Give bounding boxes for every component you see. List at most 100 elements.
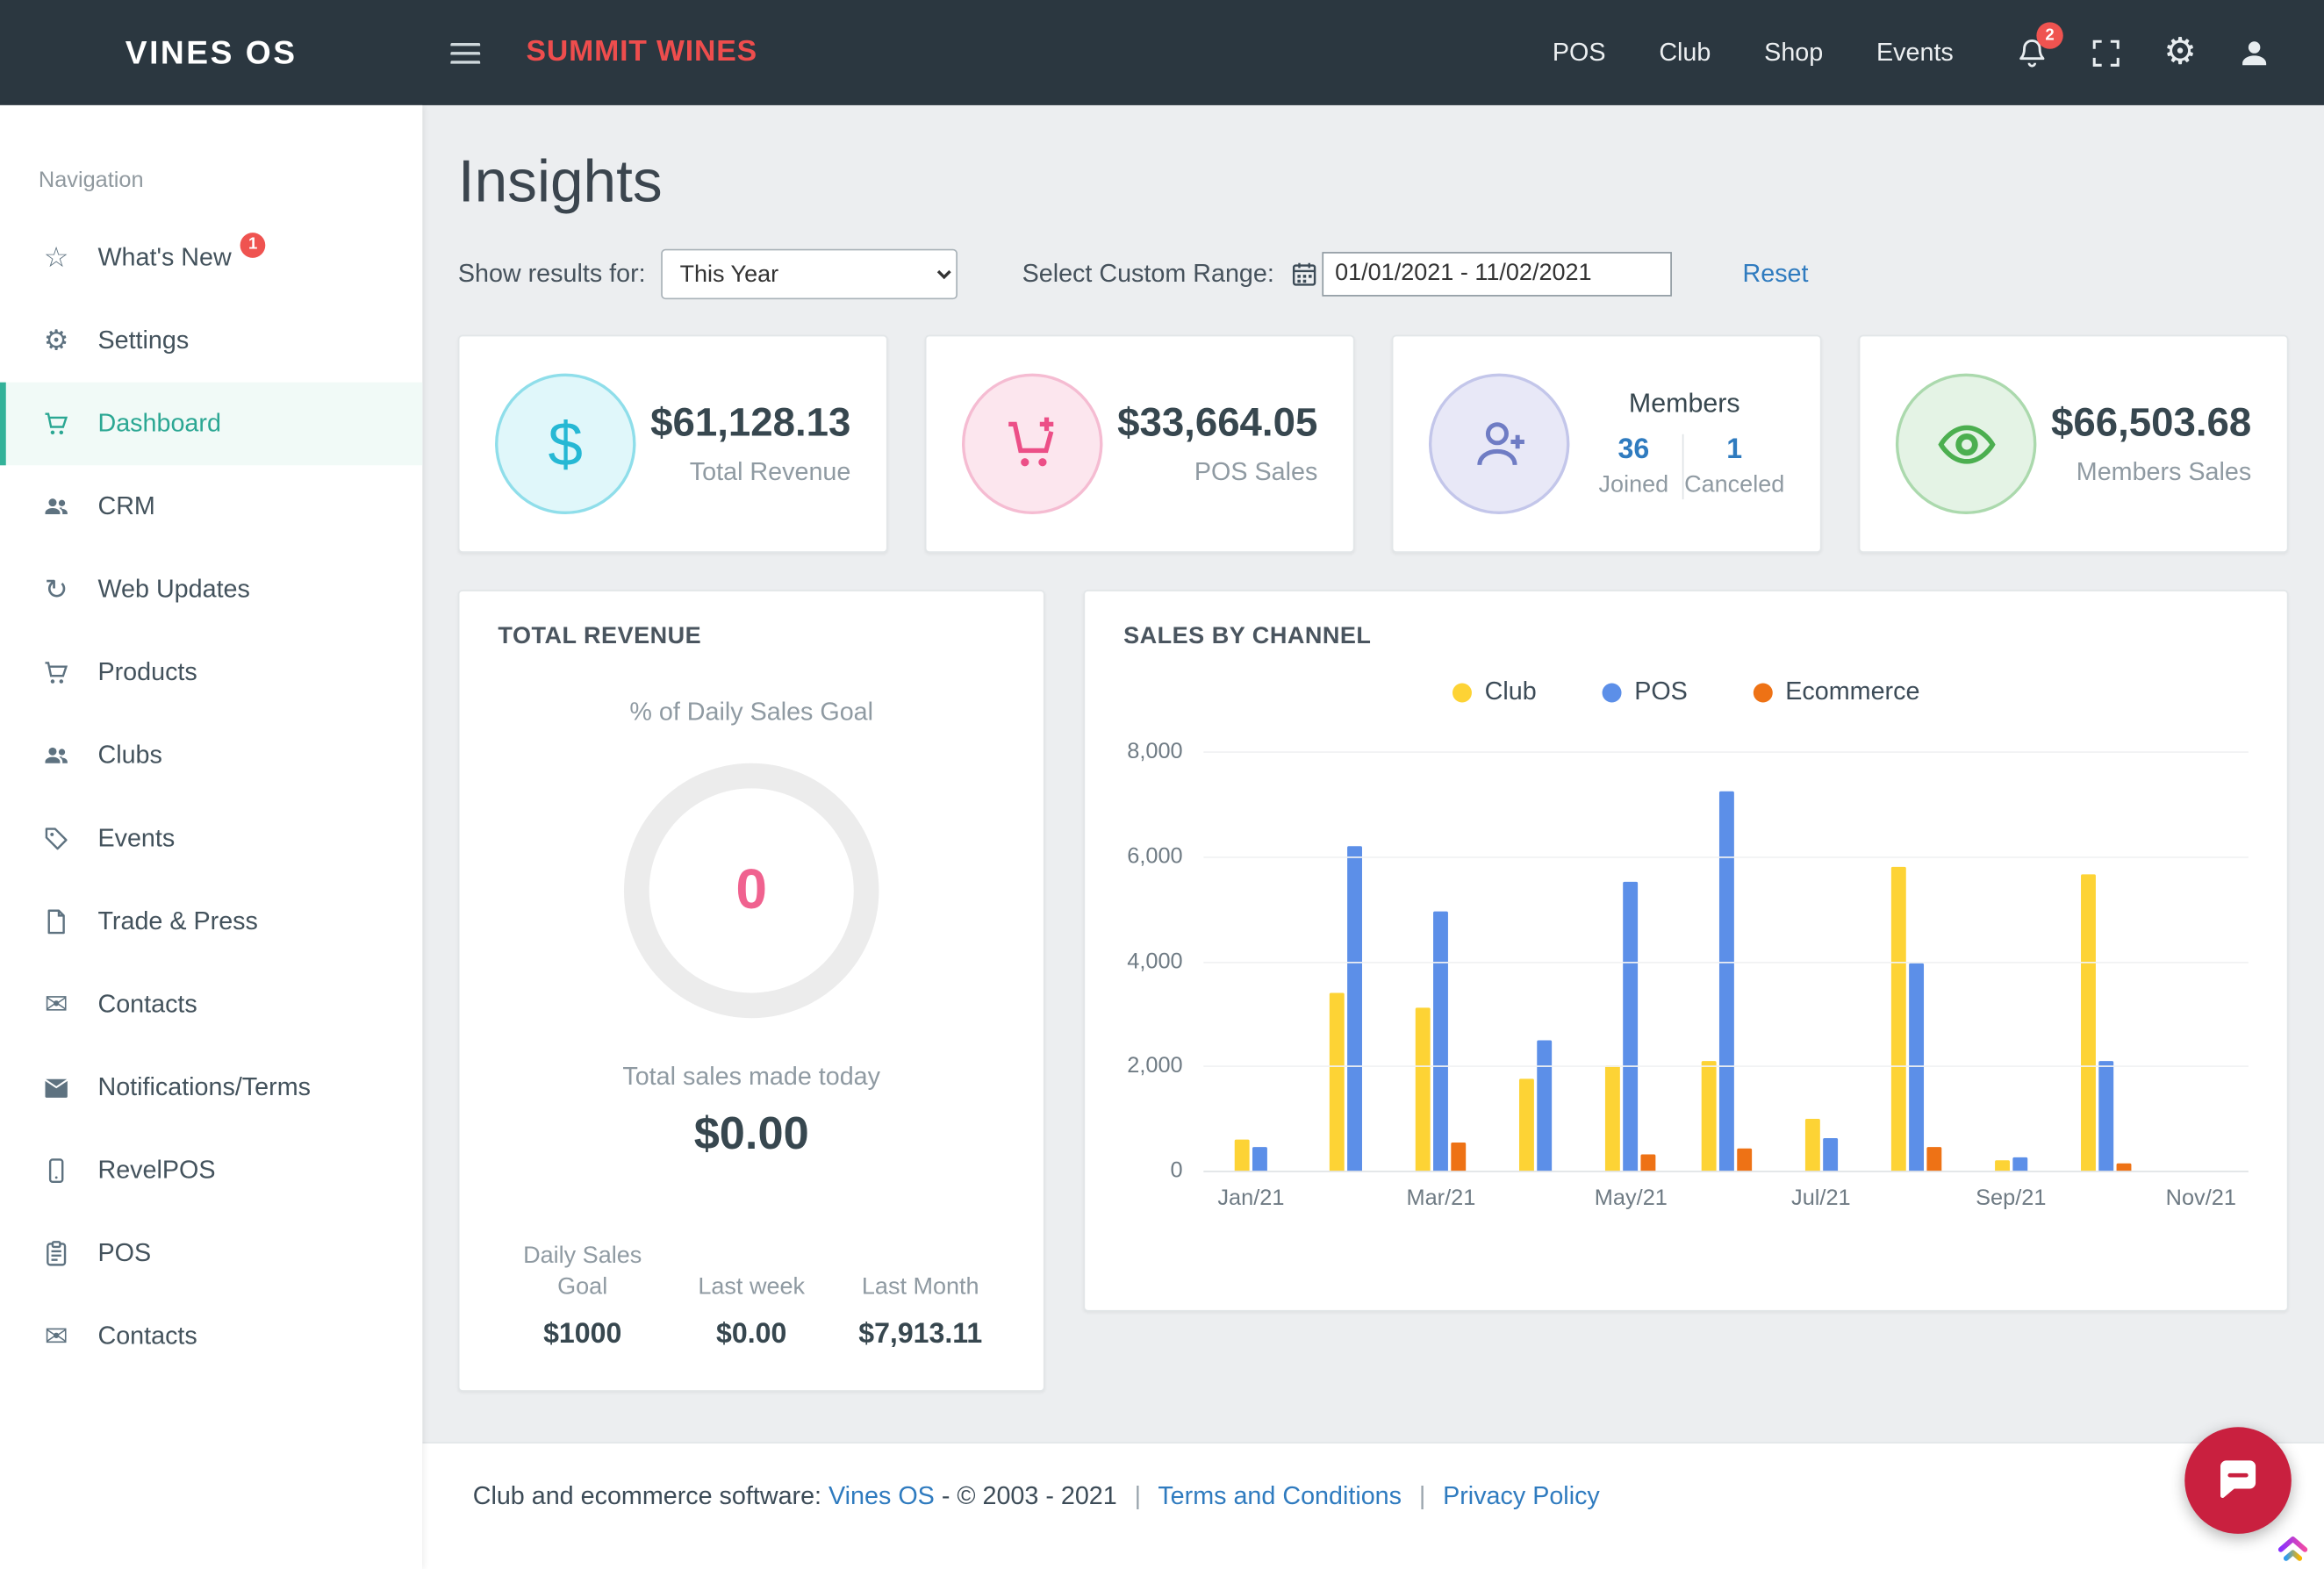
stat-value: $33,664.05 [1117, 399, 1318, 445]
sidebar-item-settings[interactable]: ⚙ Settings [0, 299, 422, 383]
tag-icon [39, 822, 75, 855]
bar-pos-jun-21[interactable] [1718, 791, 1734, 1171]
sidebar-item-dashboard[interactable]: Dashboard [0, 382, 423, 466]
file-icon [39, 906, 75, 938]
bar-club-jul-21[interactable] [1804, 1118, 1820, 1171]
daily-goal-donut: 0 [623, 763, 879, 1019]
star-icon: ☆ [43, 242, 69, 274]
gear-icon: ⚙ [43, 325, 69, 357]
topnav-link-shop[interactable]: Shop [1764, 38, 1824, 67]
topnav-link-pos[interactable]: POS [1552, 38, 1606, 67]
user-menu-button[interactable] [2223, 21, 2285, 83]
bar-pos-apr-21[interactable] [1537, 1039, 1553, 1171]
people-icon [39, 740, 75, 772]
y-tick-label: 0 [1170, 1157, 1183, 1184]
cart-plus-icon [962, 373, 1103, 515]
user-icon [2242, 40, 2267, 65]
period-select[interactable]: This Year [660, 248, 958, 300]
bar-ecommerce-may-21[interactable] [1641, 1155, 1657, 1171]
reset-link[interactable]: Reset [1742, 259, 1809, 288]
sidebar-item-label: RevelPOS [97, 1156, 216, 1185]
gridline [1203, 1065, 2249, 1068]
legend-dot [1602, 682, 1621, 702]
sidebar-item-revelpos[interactable]: RevelPOS [0, 1129, 422, 1213]
legend-pos[interactable]: POS [1602, 677, 1688, 707]
x-tick-label [1299, 1186, 1394, 1211]
x-tick-label: May/21 [1594, 1186, 1668, 1211]
bar-pos-jul-21[interactable] [1822, 1138, 1838, 1171]
settings-button[interactable]: ⚙ [2149, 21, 2212, 83]
page-title: Insights [457, 149, 663, 215]
calendar-icon[interactable] [1289, 260, 1319, 290]
bar-ecommerce-aug-21[interactable] [1926, 1147, 1941, 1171]
sidebar-item-products[interactable]: Products [0, 631, 422, 714]
custom-range-input[interactable] [1321, 252, 1672, 297]
stat-label: Members Sales [2076, 457, 2252, 486]
fullscreen-button[interactable] [2075, 21, 2137, 83]
filter-row: Show results for: This Year Select Custo… [457, 248, 2289, 300]
hamburger-icon [450, 42, 481, 46]
sidebar-item-events[interactable]: Events [0, 798, 422, 881]
sidebar-item-label: Contacts [97, 990, 197, 1019]
bar-pos-oct-21[interactable] [2098, 1060, 2114, 1171]
legend-club[interactable]: Club [1452, 677, 1537, 707]
bar-ecommerce-oct-21[interactable] [2116, 1163, 2132, 1171]
sidebar-item-contacts[interactable]: ✉ Contacts [0, 1295, 422, 1379]
bar-club-apr-21[interactable] [1519, 1078, 1535, 1171]
donut-value: 0 [735, 858, 768, 921]
bar-club-sep-21[interactable] [1994, 1160, 2010, 1171]
bar-ecommerce-mar-21[interactable] [1451, 1142, 1467, 1171]
bar-club-mar-21[interactable] [1416, 1007, 1431, 1171]
chat-button[interactable] [2184, 1427, 2292, 1534]
legend-ecommerce[interactable]: Ecommerce [1753, 677, 1919, 707]
sidebar-item-what-s-new[interactable]: ☆ What's New 1 [0, 217, 422, 300]
sidebar-item-label: Clubs [97, 741, 162, 770]
bar-group-mar-21 [1394, 751, 1488, 1171]
bar-group-oct-21 [2058, 751, 2153, 1171]
stats-row: $ $61,128.13 Total Revenue $33,664.05 POS Sa… [457, 334, 2289, 553]
sidebar-item-crm[interactable]: CRM [0, 465, 422, 548]
sidebar-item-trade-press[interactable]: Trade & Press [0, 880, 422, 964]
bar-pos-sep-21[interactable] [2012, 1157, 2027, 1171]
sidebar-item-web-updates[interactable]: ↻ Web Updates [0, 548, 422, 632]
bar-pos-feb-21[interactable] [1347, 845, 1363, 1171]
y-tick-label: 2,000 [1127, 1053, 1183, 1079]
bar-club-jan-21[interactable] [1234, 1139, 1250, 1171]
sidebar-item-label: Settings [97, 326, 190, 355]
stat-value: $61,128.13 [650, 399, 851, 445]
topnav-link-events[interactable]: Events [1876, 38, 1954, 67]
notifications-button[interactable]: 2 [2001, 21, 2063, 83]
bar-club-oct-21[interactable] [2080, 874, 2096, 1171]
menu-toggle-button[interactable] [434, 27, 497, 77]
sidebar-item-clubs[interactable]: Clubs [0, 714, 422, 798]
app-logo: VINES OS [125, 32, 298, 71]
bar-pos-may-21[interactable] [1623, 882, 1639, 1171]
sidebar-item-label: Events [97, 823, 176, 853]
bar-club-may-21[interactable] [1605, 1065, 1621, 1171]
bar-pos-jan-21[interactable] [1252, 1147, 1267, 1171]
clipboard-icon [39, 1237, 75, 1270]
stat-card-members: Members 36 Joined 1 Canceled [1391, 334, 1822, 553]
chat-bubble-icon [2220, 1460, 2256, 1498]
vines-os-link[interactable]: Vines OS [828, 1481, 935, 1510]
sidebar-item-notifications-terms[interactable]: Notifications/Terms [0, 1046, 422, 1129]
topnav-link-club[interactable]: Club [1659, 38, 1711, 67]
bar-pos-mar-21[interactable] [1433, 911, 1449, 1171]
y-tick-label: 6,000 [1127, 843, 1183, 870]
member-add-icon [1428, 373, 1570, 515]
stat-card-total-revenue: $ $61,128.13 Total Revenue [457, 334, 888, 553]
bar-club-jun-21[interactable] [1700, 1060, 1716, 1171]
bell-icon [2019, 39, 2045, 67]
bar-club-aug-21[interactable] [1890, 866, 1906, 1171]
privacy-link[interactable]: Privacy Policy [1443, 1481, 1600, 1510]
chart-plot-area [1203, 751, 2249, 1172]
bar-ecommerce-jun-21[interactable] [1736, 1149, 1752, 1171]
bar-club-feb-21[interactable] [1330, 992, 1345, 1171]
terms-link[interactable]: Terms and Conditions [1158, 1481, 1402, 1510]
clickup-icon[interactable] [2274, 1528, 2313, 1566]
custom-range-label: Select Custom Range: [1022, 259, 1274, 288]
show-results-label: Show results for: [457, 259, 646, 288]
sidebar-item-contacts[interactable]: ✉ Contacts [0, 964, 422, 1047]
x-tick-label: Jan/21 [1217, 1186, 1285, 1211]
sidebar-item-pos[interactable]: POS [0, 1212, 422, 1295]
